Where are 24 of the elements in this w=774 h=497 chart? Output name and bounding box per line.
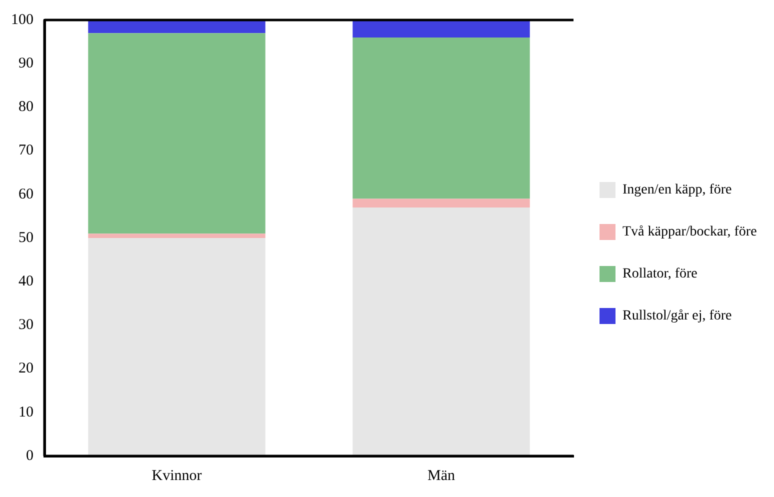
bar: [88, 234, 266, 238]
bar: [88, 33, 266, 234]
bar: [88, 238, 266, 456]
x-tick-label: Kvinnor: [152, 468, 202, 484]
y-tick-label: 70: [18, 142, 34, 159]
bar: [352, 20, 530, 38]
bar: [352, 198, 530, 208]
y-tick-label: 80: [18, 99, 34, 116]
legend-label: Två käppar/bockar, före: [622, 224, 757, 240]
x-tick-label: Män: [428, 468, 456, 484]
legend-label: Ingen/en käpp, före: [622, 182, 732, 198]
legend-label: Rollator, före: [622, 266, 698, 282]
y-tick-label: 60: [18, 186, 34, 202]
y-tick-label: 30: [18, 317, 34, 334]
bar: [352, 207, 530, 456]
y-tick-label: 40: [18, 274, 34, 290]
y-tick-label: 90: [18, 56, 34, 72]
y-tick-label: 50: [18, 230, 34, 246]
y-tick-label: 100: [11, 12, 34, 28]
bar: [352, 37, 530, 199]
y-tick-label: 10: [18, 404, 34, 420]
y-tick-label: 0: [26, 448, 34, 464]
legend-label: Rullstol/går ej, före: [622, 308, 732, 324]
y-tick-label: 20: [18, 360, 34, 377]
